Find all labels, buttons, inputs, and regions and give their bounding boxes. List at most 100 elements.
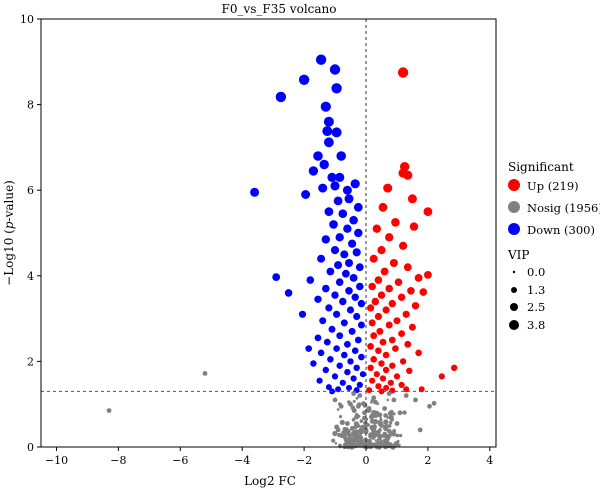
down-point xyxy=(318,183,328,193)
down-point xyxy=(357,321,365,329)
down-point xyxy=(319,159,329,170)
up-point xyxy=(379,338,387,346)
nosig-point xyxy=(369,418,375,424)
down-point xyxy=(331,291,339,299)
up-point xyxy=(375,383,382,390)
nosig-cluster-point xyxy=(386,398,390,402)
nosig-point xyxy=(386,391,392,396)
down-point xyxy=(331,127,342,138)
down-point xyxy=(298,310,307,318)
nosig-cluster-point xyxy=(382,431,388,437)
up-point xyxy=(403,386,410,393)
up-point xyxy=(391,218,400,227)
up-point xyxy=(424,271,432,279)
nosig-cluster-point xyxy=(339,419,345,425)
nosig-cluster-point xyxy=(387,424,392,428)
down-point xyxy=(353,202,363,212)
x-tick-label: 4 xyxy=(486,454,493,467)
down-point xyxy=(342,185,352,195)
up-point xyxy=(409,222,419,231)
down-point xyxy=(328,325,336,333)
up-point xyxy=(406,367,413,374)
nosig-cluster-point xyxy=(395,433,400,438)
up-point xyxy=(385,284,394,293)
down-point xyxy=(327,356,334,363)
up-point xyxy=(411,302,420,310)
down-point xyxy=(335,233,344,242)
down-point xyxy=(331,373,339,380)
nosig-cluster-point xyxy=(347,433,352,438)
nosig-cluster-point xyxy=(342,426,347,432)
legend-vip-3-swatch xyxy=(509,320,519,330)
nosig-point xyxy=(357,393,363,398)
up-point xyxy=(376,327,384,335)
points-layer xyxy=(106,54,458,450)
up-point xyxy=(369,254,378,263)
nosig-point xyxy=(376,429,381,435)
down-point xyxy=(327,172,337,182)
up-point xyxy=(451,364,458,371)
down-point xyxy=(346,306,355,314)
nosig-point xyxy=(427,403,432,409)
up-point xyxy=(367,304,375,312)
down-point xyxy=(349,274,358,282)
down-point xyxy=(317,349,325,357)
up-point xyxy=(399,358,407,365)
up-point xyxy=(366,387,373,394)
up-point xyxy=(389,259,398,267)
nosig-cluster-point xyxy=(379,418,383,422)
down-point xyxy=(340,250,349,259)
nosig-cluster-point xyxy=(357,438,361,442)
nosig-point xyxy=(366,406,372,411)
nosig-cluster-point xyxy=(369,442,374,447)
down-point xyxy=(284,289,293,297)
nosig-cluster-point xyxy=(371,428,377,434)
up-point xyxy=(388,299,396,308)
nosig-cluster-point xyxy=(380,443,385,448)
down-point xyxy=(350,179,360,189)
chart-title: F0_vs_F35 volcano xyxy=(222,2,337,16)
nosig-point xyxy=(360,425,366,431)
down-point xyxy=(275,91,287,103)
down-point xyxy=(339,297,347,306)
nosig-cluster-point xyxy=(376,438,380,442)
down-point xyxy=(348,239,357,248)
nosig-cluster-point xyxy=(352,399,356,403)
nosig-point xyxy=(385,436,391,441)
up-point xyxy=(377,291,386,299)
down-point xyxy=(338,209,348,218)
up-point xyxy=(398,168,408,178)
down-point xyxy=(354,336,362,344)
down-point xyxy=(335,386,342,393)
down-point xyxy=(301,190,311,199)
nosig-point xyxy=(363,429,369,435)
down-point xyxy=(333,345,340,352)
nosig-point xyxy=(379,423,384,428)
x-tick-label: 0 xyxy=(363,454,370,467)
y-axis-title: −Log10 (p-value) xyxy=(2,180,16,286)
up-point xyxy=(423,207,433,217)
down-point xyxy=(322,284,330,293)
up-point xyxy=(393,317,401,325)
down-point xyxy=(272,273,281,281)
up-point xyxy=(389,362,396,369)
down-point xyxy=(353,312,361,321)
up-point xyxy=(380,267,389,276)
up-point xyxy=(378,360,385,367)
y-tick-label: 10 xyxy=(20,13,34,26)
x-tick-label: 2 xyxy=(424,454,431,467)
legend-vip-0-swatch xyxy=(512,270,516,274)
down-point xyxy=(336,151,347,161)
nosig-cluster-point xyxy=(383,419,389,425)
nosig-cluster-point xyxy=(387,428,392,434)
legend-down-swatch xyxy=(508,223,520,235)
nosig-cluster-point xyxy=(331,438,336,443)
legend: Significant Up (219) Nosig (1956) Down (… xyxy=(507,160,600,332)
nosig-point xyxy=(368,433,373,439)
nosig-point xyxy=(394,421,400,426)
nosig-point xyxy=(372,442,378,448)
up-point xyxy=(387,379,394,386)
legend-nosig-label: Nosig (1956) xyxy=(527,201,600,215)
nosig-point xyxy=(335,427,341,433)
